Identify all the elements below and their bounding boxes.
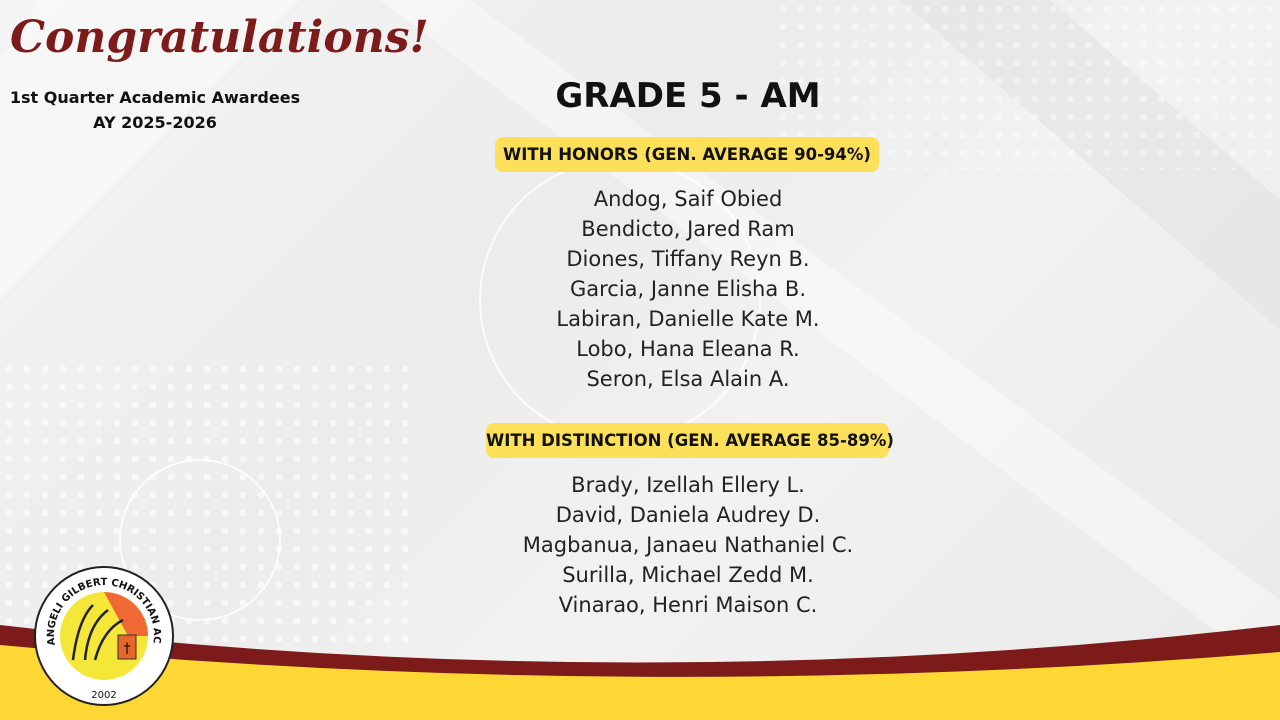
list-item: Andog, Saif Obied: [593, 187, 783, 211]
honors-list: Andog, Saif Obied Bendicto, Jared Ram Di…: [0, 184, 1280, 394]
list-item: Vinarao, Henri Maison C.: [558, 593, 818, 617]
school-logo: † ANGELI GILBERT CHRISTIAN ACADEMY 2002: [33, 565, 174, 706]
list-item: Lobo, Hana Eleana R.: [576, 337, 800, 361]
list-item: David, Daniela Audrey D.: [555, 503, 821, 527]
list-item: Brady, Izellah Ellery L.: [571, 473, 805, 497]
congratulations-title: Congratulations!: [10, 12, 429, 63]
list-item: Bendicto, Jared Ram: [581, 217, 795, 241]
list-item: Magbanua, Janaeu Nathaniel C.: [522, 533, 854, 557]
list-item: Diones, Tiffany Reyn B.: [566, 247, 810, 271]
awardees-subtitle: 1st Quarter Academic Awardees: [9, 88, 301, 107]
honors-badge: WITH HONORS (GEN. AVERAGE 90-94%): [495, 137, 879, 172]
yellow-band: [0, 645, 1280, 720]
academic-year: AY 2025-2026: [93, 113, 217, 132]
list-item: Labiran, Danielle Kate M.: [556, 307, 820, 331]
list-item: Surilla, Michael Zedd M.: [562, 563, 814, 587]
list-item: Garcia, Janne Elisha B.: [569, 277, 806, 301]
distinction-list: Brady, Izellah Ellery L. David, Daniela …: [0, 470, 1280, 620]
svg-text:†: †: [124, 641, 131, 657]
grade-title: GRADE 5 - AM: [555, 76, 821, 116]
distinction-badge: WITH DISTINCTION (GEN. AVERAGE 85-89%): [486, 423, 894, 458]
list-item: Seron, Elsa Alain A.: [586, 367, 790, 391]
bible-icon: [117, 634, 137, 660]
svg-text:2002: 2002: [91, 690, 116, 701]
